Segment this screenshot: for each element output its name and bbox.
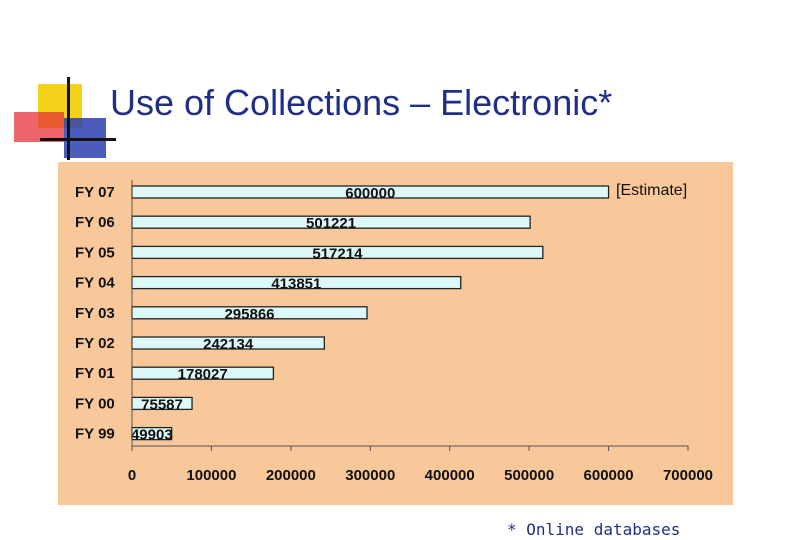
x-tick-label: 700000 <box>663 467 713 484</box>
data-label: 517214 <box>312 245 363 262</box>
x-tick-label: 600000 <box>584 467 634 484</box>
x-tick-label: 500000 <box>504 467 554 484</box>
category-label: FY 99 <box>75 426 115 443</box>
category-label: FY 05 <box>75 244 115 261</box>
plot-background <box>58 162 733 505</box>
x-tick-label: 400000 <box>425 467 475 484</box>
footnote: * Online databases <box>507 520 681 539</box>
deco-red-square <box>14 112 64 142</box>
slide-title: Use of Collections – Electronic* <box>110 82 613 123</box>
data-label: 49903 <box>131 427 173 444</box>
data-label: 178027 <box>178 366 228 383</box>
deco-horizontal-line <box>40 138 116 141</box>
data-label: 600000 <box>345 185 395 202</box>
data-label: 501221 <box>306 215 356 232</box>
x-tick-label: 0 <box>128 467 136 484</box>
category-label: FY 04 <box>75 275 115 292</box>
category-label: FY 01 <box>75 365 115 382</box>
x-tick-label: 100000 <box>186 467 236 484</box>
category-label: FY 00 <box>75 395 115 412</box>
data-label: 295866 <box>224 306 274 323</box>
category-label: FY 02 <box>75 335 115 352</box>
data-label: 75587 <box>141 396 183 413</box>
category-label: FY 07 <box>75 184 115 201</box>
x-tick-label: 300000 <box>345 467 395 484</box>
category-label: FY 03 <box>75 305 115 322</box>
data-label: 242134 <box>203 336 254 353</box>
deco-vertical-line <box>67 77 70 160</box>
category-label: FY 06 <box>75 214 115 231</box>
x-tick-label: 200000 <box>266 467 316 484</box>
estimate-annotation: [Estimate] <box>616 182 687 199</box>
data-label: 413851 <box>271 276 321 293</box>
